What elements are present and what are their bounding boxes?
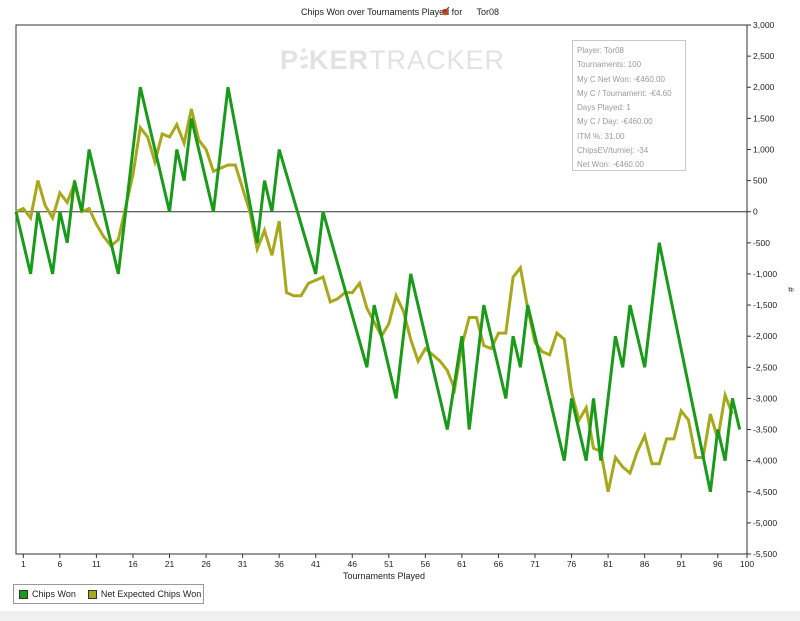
y-tick-label: -4,000 [753,456,777,466]
y-tick-label: -5,500 [753,549,777,559]
x-tick-label: 16 [128,559,138,569]
x-tick-label: 21 [165,559,175,569]
x-tick-label: 66 [494,559,504,569]
x-tick-label: 91 [676,559,686,569]
x-axis-label: Tournaments Played [343,571,425,581]
player-site-icon [441,8,449,16]
poker-chip-icon [300,48,309,72]
plot-frame [15,24,748,555]
y-tick-label: 0 [753,207,758,217]
x-tick-label: 6 [57,559,62,569]
y-tick-label: 500 [753,176,767,186]
legend-swatch-chips-won [19,589,28,599]
chart-title: Chips Won over Tournaments Played for To… [301,7,499,17]
series-line-net-expected [15,108,734,493]
y-tick-label: 1,500 [753,113,775,123]
y-tick-label: 2,500 [753,51,775,61]
x-tick-label: 81 [603,559,613,569]
x-tick-label: 46 [348,559,358,569]
x-tick-label: 61 [457,559,467,569]
series-line-chips-won [14,86,742,493]
legend-label-net-expected: Net Expected Chips Won [100,589,202,599]
legend-item-net-expected[interactable]: Net Expected Chips Won [87,589,202,599]
y-tick-label: 1,000 [753,144,775,154]
y-tick-label: -2,000 [753,331,777,341]
y-tick-label: -4,500 [753,487,777,497]
pokertracker-watermark: P KER TRACKER [280,42,504,78]
y-tick-label: 3,000 [753,20,775,30]
info-row-player: Player: Tor08 [577,46,624,55]
info-row-net-won-total: Net Won: -€460.00 [577,160,645,170]
y-tick-label: -2,500 [753,362,777,372]
player-site-icon-stroke [443,6,450,13]
x-tick-label: 41 [311,559,321,569]
x-tick-label: 51 [384,559,394,569]
info-row-net-won: My C Net Won: -€460.00 [577,74,665,84]
info-row-per-day: My C / Day: -€460.00 [577,117,653,127]
y-tick-label: -1,000 [753,269,777,279]
watermark-text-p: P [280,44,300,75]
chart-title-text: Chips Won over Tournaments Played for [301,7,465,17]
y-tick-label: -500 [753,238,770,248]
legend-item-chips-won[interactable]: Chips Won [19,589,76,599]
x-tick-label: 1 [21,559,26,569]
x-tick-label: 26 [201,559,211,569]
x-tick-label: 56 [421,559,431,569]
info-row-per-tournament: My C / Tournament: -€4.60 [577,88,672,98]
info-row-itm: ITM %: 31.00 [577,131,625,141]
y-tick-label: -3,000 [753,393,777,403]
x-tick-label: 71 [530,559,540,569]
x-tick-label: 96 [713,559,723,569]
legend: Chips Won Net Expected Chips Won [13,584,204,604]
x-tick-label: 36 [274,559,284,569]
x-tick-label: 76 [567,559,577,569]
x-tick-label: 86 [640,559,650,569]
watermark-text-ker: KER [309,44,370,75]
y-tick-label: -1,500 [753,300,777,310]
legend-label-chips-won: Chips Won [32,589,76,599]
x-tick-label: 11 [92,559,101,569]
x-tick-label: 31 [238,559,248,569]
y-tick-label: 2,000 [753,82,775,92]
watermark-text-tracker: TRACKER [369,44,506,75]
y-tick-label: -5,000 [753,518,777,528]
info-row-tournaments: Tournaments: 100 [577,60,642,70]
series-layer [14,86,742,493]
legend-swatch-net-expected [87,589,97,599]
y-tick-label: -3,500 [753,425,777,435]
y-axis-label: # [786,287,796,292]
chart-title-player: Tor08 [477,7,500,17]
stats-info-box: Player: Tor08 Tournaments: 100 My C Net … [572,40,686,171]
x-tick-label: 100 [740,559,754,569]
info-row-chipsev: ChipsEV/turniej: -34 [577,146,649,156]
info-row-days-played: Days Played: 1 [577,103,631,113]
window-bottom-strip [0,611,800,621]
axes: 3,000 2,500 2,000 1,500 1,000 500 0 -500 -1,000 -… [15,20,796,581]
